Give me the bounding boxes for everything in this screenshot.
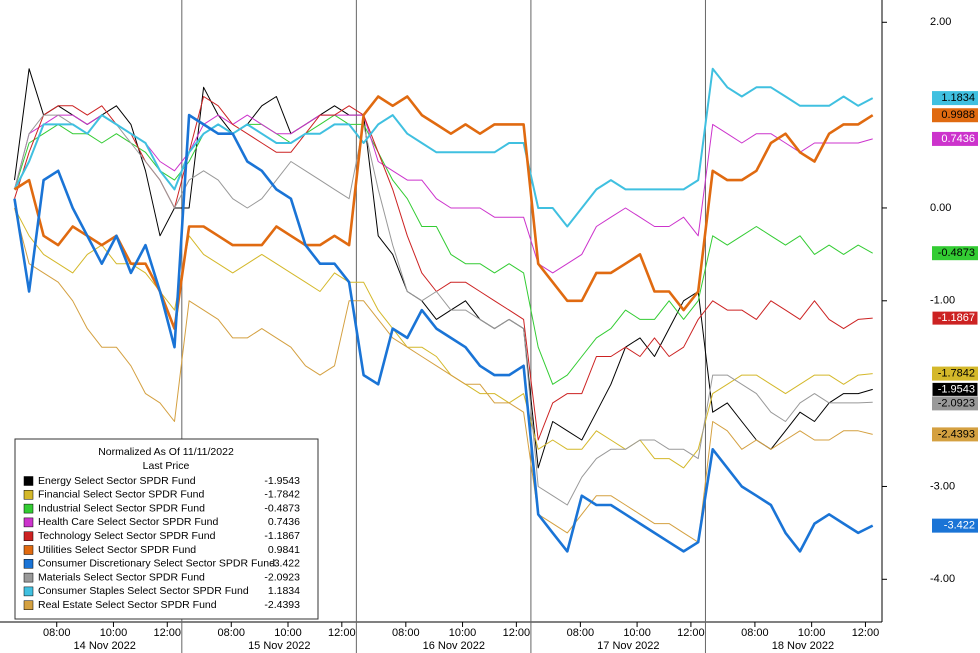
end-label-box: [932, 246, 978, 261]
end-label: -1.7842: [938, 367, 975, 379]
x-tick-label: 12:00: [852, 627, 880, 639]
end-label-box: [932, 108, 978, 123]
legend-label: Materials Select Sector SPDR Fund: [38, 571, 205, 583]
legend-swatch: [23, 572, 34, 583]
day-label: 14 Nov 2022: [74, 640, 136, 652]
legend-subtitle: Last Price: [143, 460, 190, 472]
legend: Normalized As Of 11/11/2022 Last Price E…: [14, 438, 319, 620]
legend-value: -1.7842: [264, 489, 300, 501]
legend-label: Health Care Select Sector SPDR Fund: [38, 516, 218, 528]
legend-value: -1.9543: [264, 475, 300, 487]
series-line: [13, 67, 874, 228]
x-tick-label: 08:00: [43, 627, 71, 639]
legend-swatch: [23, 600, 34, 610]
y-tick-label: -3.00: [930, 480, 955, 492]
x-tick-label: 10:00: [623, 627, 651, 639]
legend-value: -3.422: [270, 558, 300, 570]
legend-value: -2.4393: [264, 599, 300, 611]
x-tick-label: 08:00: [567, 627, 595, 639]
x-tick-label: 12:00: [328, 627, 356, 639]
y-tick-label: -4.00: [930, 573, 955, 585]
day-label: 18 Nov 2022: [772, 640, 834, 652]
day-label: 17 Nov 2022: [597, 640, 659, 652]
legend-swatch: [23, 517, 34, 528]
series-line: [14, 114, 873, 506]
legend-swatch: [23, 476, 34, 486]
end-label-box: [932, 366, 978, 381]
series-line: [13, 113, 874, 553]
end-label: -2.4393: [938, 428, 975, 440]
legend-label: Financial Select Sector SPDR Fund: [38, 489, 204, 501]
legend-label: Utilities Select Sector SPDR Fund: [38, 544, 196, 556]
x-tick-label: 10:00: [274, 627, 302, 639]
day-label: 16 Nov 2022: [423, 640, 485, 652]
legend-value: -0.4873: [264, 502, 300, 514]
end-label: 0.7436: [941, 133, 975, 145]
y-tick-label: -1.00: [930, 295, 955, 307]
end-label-box: [932, 91, 978, 106]
legend-label: Energy Select Sector SPDR Fund: [38, 475, 196, 487]
end-label-box: [932, 427, 978, 442]
x-tick-label: 10:00: [100, 627, 128, 639]
end-label-box: [932, 518, 978, 533]
legend-value: 0.7436: [268, 516, 300, 528]
x-tick-label: 08:00: [741, 627, 769, 639]
legend-swatch: [23, 531, 34, 541]
series-line: [14, 114, 873, 274]
legend-swatch: [23, 586, 34, 597]
series-line: [14, 207, 873, 543]
legend-value: 0.9841: [268, 544, 300, 556]
legend-swatch: [23, 503, 34, 514]
legend-label: Consumer Staples Select Sector SPDR Fund: [38, 585, 249, 597]
end-label: -0.4873: [938, 247, 975, 259]
day-label: 15 Nov 2022: [248, 640, 310, 652]
end-label-box: [932, 131, 978, 146]
legend-label: Technology Select Sector SPDR Fund: [38, 530, 216, 542]
legend-swatch: [23, 559, 34, 569]
x-tick-label: 10:00: [449, 627, 477, 639]
end-label: -1.1867: [938, 312, 975, 324]
legend-swatch: [23, 545, 34, 555]
legend-label: Industrial Select Sector SPDR Fund: [38, 502, 205, 514]
legend-label: Consumer Discretionary Select Sector SPD…: [38, 558, 275, 570]
end-label: -2.0923: [938, 397, 975, 409]
legend-swatch: [23, 490, 34, 500]
x-tick-label: 08:00: [392, 627, 420, 639]
x-tick-label: 08:00: [218, 627, 246, 639]
legend-value: 1.1834: [268, 585, 300, 597]
end-label: -3.422: [944, 520, 975, 532]
y-tick-label: 0.00: [930, 202, 951, 214]
legend-box: [14, 438, 319, 620]
legend-value: -2.0923: [264, 571, 300, 583]
end-label: -1.9543: [938, 383, 975, 395]
plot-area: [13, 0, 874, 653]
x-tick-label: 12:00: [154, 627, 182, 639]
x-tick-label: 12:00: [503, 627, 531, 639]
end-label-box: [932, 396, 978, 411]
y-tick-label: 2.00: [930, 16, 951, 28]
legend-title: Normalized As Of 11/11/2022: [98, 446, 234, 458]
series-line: [14, 68, 873, 469]
legend-value: -1.1867: [264, 530, 300, 542]
end-label: 0.9988: [941, 109, 975, 121]
x-tick-label: 12:00: [677, 627, 705, 639]
x-tick-label: 10:00: [798, 627, 826, 639]
end-label: 1.1834: [941, 92, 975, 104]
end-label-box: [931, 310, 979, 326]
legend-label: Real Estate Select Sector SPDR Fund: [38, 599, 217, 611]
